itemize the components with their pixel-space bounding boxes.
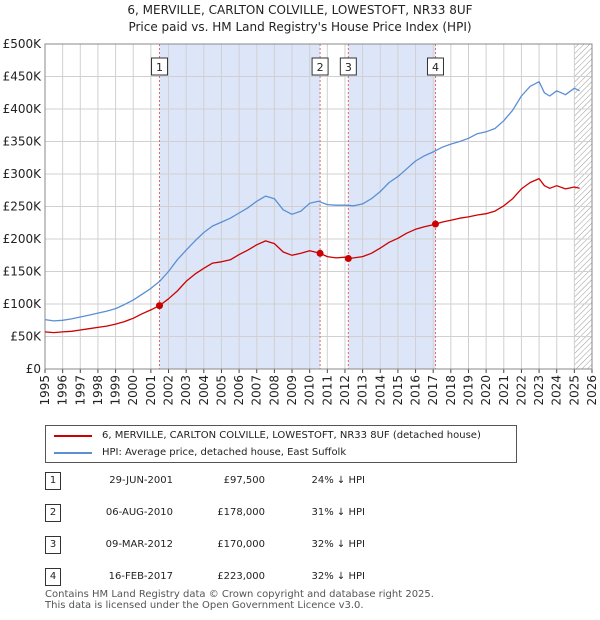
sale-date: 06-AUG-2010 (105, 507, 173, 518)
y-tick-label: £250K (3, 200, 43, 214)
x-tick-label: 2011 (320, 375, 334, 406)
x-tick-label: 2014 (373, 375, 387, 406)
legend-swatch-hpi (54, 452, 92, 454)
y-tick-label: £400K (3, 102, 43, 116)
x-tick-label: 1997 (73, 375, 87, 406)
legend-label-property: 6, MERVILLE, CARLTON COLVILLE, LOWESTOFT… (102, 430, 481, 441)
title-line-2: Price paid vs. HM Land Registry's House … (128, 20, 472, 34)
x-tick-label: 2007 (250, 375, 264, 406)
y-tick-label: £50K (10, 330, 42, 344)
x-tick-label: 2022 (514, 375, 528, 406)
footer-copyright: Contains HM Land Registry data © Crown c… (45, 589, 434, 600)
x-tick-label: 2017 (426, 375, 440, 406)
x-tick-label: 2005 (214, 375, 228, 406)
x-tick-label: 2023 (532, 375, 546, 406)
title-line-1: 6, MERVILLE, CARLTON COLVILLE, LOWESTOFT… (127, 3, 473, 17)
footer: Contains HM Land Registry data © Crown c… (45, 589, 434, 611)
x-tick-label: 2008 (267, 375, 281, 406)
x-tick-label: 2001 (144, 375, 158, 406)
y-tick-label: £100K (3, 297, 43, 311)
x-tick-label: 2012 (338, 375, 352, 406)
y-tick-label: £0 (26, 362, 41, 376)
price-chart: £0 £50K £100K £150K £200K £250K £300K £350K £400… (3, 37, 599, 406)
y-tick-label: £350K (3, 135, 43, 149)
sale-date: 29-JUN-2001 (109, 475, 173, 486)
x-tick-label: 2000 (126, 375, 140, 406)
sale-hpi-diff: 24% ↓ HPI (311, 475, 365, 486)
sale-price: £170,000 (217, 539, 265, 550)
sale-marker-box (311, 57, 329, 76)
plot-border (44, 43, 593, 370)
sale-point (316, 249, 324, 257)
sale-price: £178,000 (217, 507, 265, 518)
x-tick-label: 2016 (409, 375, 423, 406)
sale-price: £223,000 (217, 571, 265, 582)
sale-point (156, 302, 164, 310)
x-tick-label: 2002 (162, 375, 176, 406)
chart-legend: 6, MERVILLE, CARLTON COLVILLE, LOWESTOFT… (45, 425, 517, 463)
sale-row: 1 29-JUN-2001 £97,500 24% ↓ HPI (45, 472, 405, 490)
sale-row: 4 16-FEB-2017 £223,000 32% ↓ HPI (45, 568, 405, 586)
x-tick-label: 2013 (356, 375, 370, 406)
sale-date: 09-MAR-2012 (105, 539, 173, 550)
x-tick-label: 2003 (179, 375, 193, 406)
x-tick-label: 2004 (197, 375, 211, 406)
sale-date: 16-FEB-2017 (108, 571, 173, 582)
legend-label-hpi: HPI: Average price, detached house, East… (102, 447, 347, 458)
x-tick-label: 1995 (38, 375, 52, 406)
sale-marker-label: 4 (432, 61, 439, 74)
legend-swatch-property (54, 435, 92, 437)
sale-number-badge: 4 (45, 568, 61, 586)
sale-hpi-diff: 32% ↓ HPI (311, 571, 365, 582)
sale-marker-box (151, 57, 169, 76)
hpi-series-line (44, 81, 580, 322)
y-tick-label: £200K (3, 232, 43, 246)
x-tick-label: 2025 (567, 375, 581, 406)
y-tick-label: £300K (3, 167, 43, 181)
x-tick-label: 2018 (444, 375, 458, 406)
sale-marker-label: 3 (345, 61, 352, 74)
sale-marker-label: 2 (317, 61, 324, 74)
sale-number-badge: 1 (45, 472, 61, 490)
x-tick-label: 2026 (585, 375, 599, 406)
sale-marker-box (339, 57, 357, 76)
sale-hpi-diff: 32% ↓ HPI (311, 539, 365, 550)
chart-title: 6, MERVILLE, CARLTON COLVILLE, LOWESTOFT… (0, 2, 600, 36)
sale-hpi-diff: 31% ↓ HPI (311, 507, 365, 518)
property-series-line (44, 177, 580, 334)
footer-licence: This data is licensed under the Open Gov… (45, 600, 364, 611)
x-tick-label: 2021 (497, 375, 511, 406)
sale-row: 3 09-MAR-2012 £170,000 32% ↓ HPI (45, 536, 405, 554)
y-tick-label: £150K (3, 265, 43, 279)
sale-point (431, 220, 439, 228)
x-tick-label: 2015 (391, 375, 405, 406)
x-tick-label: 2006 (232, 375, 246, 406)
sale-point (344, 255, 352, 262)
x-tick-label: 1999 (109, 375, 123, 406)
y-tick-label: £450K (3, 70, 43, 84)
sale-number-badge: 2 (45, 504, 61, 522)
x-tick-label: 1998 (91, 375, 105, 406)
x-tick-label: 1996 (56, 375, 70, 406)
y-tick-label: £500K (3, 37, 43, 51)
sale-marker-label: 1 (156, 61, 163, 74)
sale-row: 2 06-AUG-2010 £178,000 31% ↓ HPI (45, 504, 405, 522)
x-tick-label: 2020 (479, 375, 493, 406)
x-tick-label: 2010 (303, 375, 317, 406)
sale-marker-box (426, 57, 444, 76)
x-tick-label: 2019 (461, 375, 475, 406)
x-tick-label: 2009 (285, 375, 299, 406)
sale-price: £97,500 (223, 475, 265, 486)
plot-area: £0 £50K £100K £150K £200K £250K £300K £350K £400… (3, 37, 599, 406)
x-tick-label: 2024 (550, 375, 564, 406)
sale-number-badge: 3 (45, 536, 61, 554)
